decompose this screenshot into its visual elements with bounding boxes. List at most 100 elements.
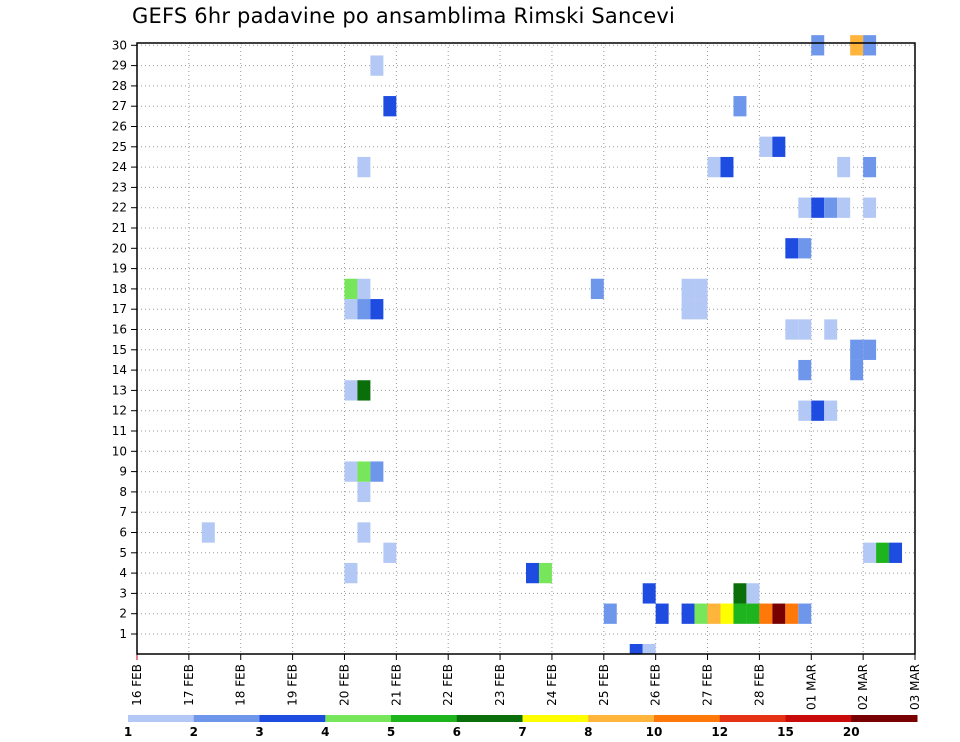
y-tick-label: 15 [112,343,127,357]
heatmap-cell [824,197,838,218]
heatmap-cell [798,603,812,624]
y-tick-label: 27 [112,99,127,113]
x-tick-label: 27 FEB [701,664,715,706]
x-tick-label: 22 FEB [441,664,455,706]
heatmap-cell [357,481,371,503]
heatmap-cell [798,400,812,421]
heatmap-cell [681,278,695,300]
heatmap-cell [798,197,812,218]
colorbar-segment [851,715,918,722]
x-tick-label: 16 FEB [130,664,144,706]
y-tick-label: 28 [112,79,127,93]
heatmap-cell [681,603,695,624]
heatmap-cell [811,197,825,218]
colorbar-segment [259,715,326,722]
heatmap-cell [642,644,656,654]
heatmap-cell [863,35,877,56]
heatmap-cell [772,136,786,157]
heatmap-cell [344,461,358,482]
y-tick-label: 10 [112,444,127,458]
colorbar-segment [522,715,589,722]
colorbar-label: 8 [584,725,592,739]
heatmap-cell [590,278,604,300]
heatmap-cell [863,197,877,218]
heatmap-cell [370,461,384,482]
heatmap-cell [863,339,877,360]
colorbar-segment [391,715,458,722]
colorbar-segment [456,715,523,722]
heatmap-cell [357,522,371,543]
heatmap-cell [681,299,695,320]
x-tick-label: 01 MAR [804,664,818,710]
heatmap-cell [733,583,747,604]
y-tick-label: 18 [112,282,127,296]
colorbar-segment [325,715,392,722]
heatmap-cell [526,562,539,584]
heatmap-cell [824,319,838,340]
heatmap-cell [603,603,617,624]
heatmap-cell [357,380,371,401]
plot-frame [136,42,916,655]
y-tick-label: 5 [119,546,127,560]
y-tick-label: 13 [112,383,127,397]
y-tick-label: 30 [112,38,127,52]
heatmap-cell [759,603,773,624]
colorbar-label: 5 [387,725,395,739]
x-tick-label: 20 FEB [337,664,351,706]
y-tick-label: 9 [119,465,127,479]
heatmap-cell [876,542,890,563]
x-tick-label: 02 MAR [856,664,870,710]
colorbar-segment [193,715,260,722]
y-tick-label: 1 [119,627,127,641]
x-tick-label: 28 FEB [752,664,766,706]
colorbar-label: 7 [518,725,526,739]
colorbar-label: 12 [711,725,728,739]
y-tick-label: 7 [119,505,127,519]
colorbar-label: 1 [124,725,132,739]
heatmap-cell [707,603,721,624]
heatmap-cell [344,299,358,320]
heatmap-cell [824,400,838,421]
heatmap-cell [837,197,851,218]
heatmap-cell [772,603,786,624]
colorbar-segment [719,715,786,722]
x-tick-label: 18 FEB [234,664,248,706]
heatmap-cell [344,278,358,300]
heatmap-cell [357,278,371,300]
heatmap-cell [850,35,864,56]
x-tick-label: 26 FEB [649,664,663,706]
colorbar-segment [588,715,655,722]
heatmap-cell [642,583,656,604]
y-tick-label: 22 [112,201,127,215]
colorbar-label: 3 [255,725,263,739]
colorbar-label: 20 [843,725,860,739]
heatmap-cell [837,156,851,178]
y-tick-label: 29 [112,59,127,73]
y-tick-label: 20 [112,241,127,255]
heatmap-cell [370,299,384,320]
y-tick-label: 19 [112,262,127,276]
heatmap-cell [798,359,812,381]
y-tick-label: 16 [112,323,127,337]
heatmap-cell [357,461,371,482]
heatmap-cell [694,299,708,320]
heatmap-cell [201,522,215,543]
y-tick-label: 14 [112,363,127,377]
y-tick-label: 17 [112,302,127,316]
heatmap-cell [629,644,643,654]
heatmap-cell [694,278,708,300]
y-tick-label: 23 [112,180,127,194]
heatmap-cell [733,96,747,117]
heatmap-cell [694,603,708,624]
heatmap-cell [733,603,747,624]
y-tick-label: 21 [112,221,127,235]
heatmap-cell [785,603,799,624]
heatmap-cell [863,542,877,563]
y-tick-label: 4 [119,566,127,580]
y-tick-label: 25 [112,140,127,154]
heatmap-cell [746,603,760,624]
colorbar-label: 2 [190,725,198,739]
heatmap-cell [383,542,397,563]
x-tick-label: 23 FEB [493,664,507,706]
